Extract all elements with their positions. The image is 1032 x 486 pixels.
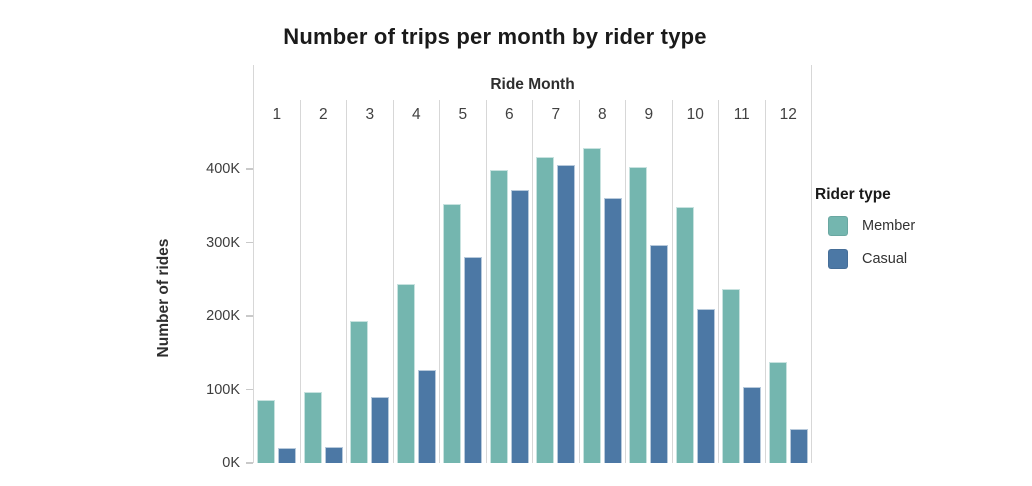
month-column-6: 6: [487, 100, 533, 463]
bar-casual-month-4[interactable]: [417, 370, 436, 463]
bar-casual-month-12[interactable]: [789, 429, 808, 463]
y-axis: 0K 100K 200K 300K 400K: [140, 65, 246, 471]
y-tick-label-100K: 100K: [206, 381, 240, 398]
legend-title: Rider type: [815, 186, 891, 203]
month-tick-label-4: 4: [411, 106, 421, 123]
bar-group-month-5: [440, 203, 486, 463]
month-column-10: 10: [673, 100, 719, 463]
y-tick-mark-0K: [246, 462, 253, 464]
bar-member-month-4[interactable]: [396, 283, 415, 463]
month-tick-label-5: 5: [458, 106, 468, 123]
month-column-4: 4: [394, 100, 440, 463]
legend-items: Member Casual: [815, 216, 915, 269]
bar-group-month-12: [766, 361, 812, 463]
month-column-8: 8: [580, 100, 626, 463]
y-tick-mark-100K: [246, 388, 253, 391]
bar-group-month-11: [719, 288, 765, 463]
bar-group-month-3: [347, 321, 393, 463]
y-tick-label-200K: 200K: [206, 308, 240, 324]
legend-label-casual: Casual: [862, 251, 908, 267]
bar-group-month-8: [580, 148, 626, 463]
bar-group-month-4: [394, 283, 440, 463]
legend-item-member[interactable]: Member: [828, 216, 915, 236]
bar-casual-month-3[interactable]: [371, 396, 390, 463]
month-tick-label-10: 10: [686, 106, 704, 123]
month-column-9: 9: [626, 100, 673, 463]
y-tick-mark-200K: [246, 315, 253, 317]
month-column-5: 5: [440, 100, 487, 463]
bar-group-month-9: [626, 166, 672, 463]
chart-title: Number of trips per month by rider type: [283, 24, 707, 49]
month-column-7: 7: [533, 100, 580, 463]
month-tick-label-8: 8: [597, 106, 607, 123]
month-tick-label-11: 11: [733, 106, 750, 123]
bar-group-month-7: [533, 156, 579, 463]
month-tick-label-12: 12: [779, 106, 797, 123]
month-column-12: 12: [766, 100, 812, 463]
bar-member-month-10[interactable]: [675, 206, 694, 463]
bar-casual-month-9[interactable]: [650, 244, 669, 463]
legend-item-casual[interactable]: Casual: [828, 249, 915, 269]
bar-member-month-3[interactable]: [350, 321, 369, 463]
bar-casual-month-10[interactable]: [696, 308, 715, 463]
month-tick-label-9: 9: [644, 106, 654, 123]
bar-casual-month-11[interactable]: [743, 387, 762, 463]
x-axis-title: Ride Month: [490, 76, 575, 93]
month-column-1: 1: [254, 100, 301, 463]
legend-swatch-casual: [828, 249, 848, 269]
plot-columns: 1 2 3 4 5 6 7 8 9 10 11 12: [254, 100, 811, 463]
bar-member-month-8[interactable]: [582, 148, 601, 463]
bar-member-month-1[interactable]: [257, 399, 276, 463]
month-column-3: 3: [347, 100, 394, 463]
bar-casual-month-7[interactable]: [557, 164, 576, 463]
legend-swatch-member: [828, 216, 848, 236]
month-tick-label-2: 2: [318, 106, 328, 123]
bar-member-month-6[interactable]: [489, 169, 508, 463]
bar-group-month-6: [487, 169, 533, 463]
bar-casual-month-5[interactable]: [464, 256, 483, 463]
bar-group-month-10: [673, 206, 719, 463]
month-tick-label-7: 7: [551, 106, 561, 123]
bar-group-month-1: [254, 399, 300, 463]
y-tick-label-0K: 0K: [222, 455, 240, 471]
month-tick-label-3: 3: [365, 106, 375, 123]
y-axis-ticks: [246, 65, 253, 464]
y-tick-label-300K: 300K: [206, 234, 240, 251]
bar-member-month-7[interactable]: [536, 156, 555, 463]
bar-casual-month-6[interactable]: [510, 190, 529, 463]
y-tick-label-400K: 400K: [206, 161, 240, 177]
month-column-11: 11: [719, 100, 766, 463]
bar-casual-month-1[interactable]: [278, 447, 297, 463]
legend-label-member: Member: [862, 218, 916, 234]
bar-member-month-5[interactable]: [443, 203, 462, 463]
month-column-2: 2: [301, 100, 347, 463]
y-tick-mark-300K: [246, 241, 253, 244]
bar-casual-month-2[interactable]: [324, 446, 343, 463]
bar-member-month-11[interactable]: [722, 288, 741, 463]
y-axis-title: Number of rides: [155, 238, 172, 358]
bar-casual-month-8[interactable]: [603, 198, 622, 463]
month-tick-label-1: 1: [272, 106, 282, 123]
month-tick-label-6: 6: [504, 106, 514, 123]
bar-member-month-12[interactable]: [768, 361, 787, 463]
y-tick-mark-400K: [246, 168, 253, 170]
bar-group-month-2: [301, 392, 347, 463]
bar-member-month-9[interactable]: [629, 166, 648, 463]
bar-member-month-2[interactable]: [303, 392, 322, 463]
plot-area: Ride Month 1 2 3 4 5 6 7 8 9 10 11 12: [253, 65, 812, 463]
legend: Rider type Member Casual: [815, 186, 915, 282]
